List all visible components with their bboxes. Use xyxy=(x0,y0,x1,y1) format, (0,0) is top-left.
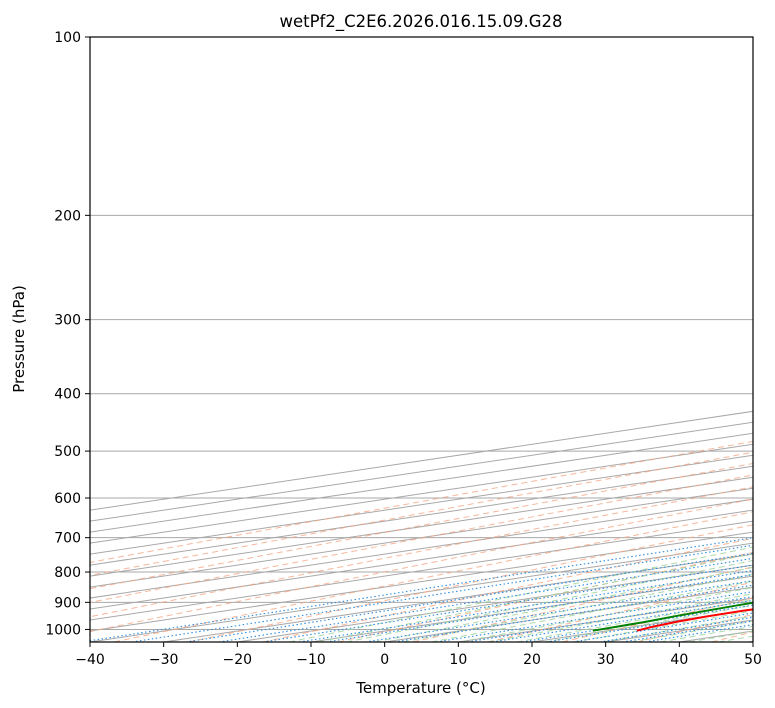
dry-adiabat--100 xyxy=(90,440,753,563)
x-tick-label: −10 xyxy=(296,652,326,668)
mixing-ratio-line-2 xyxy=(185,552,753,642)
moist-adiabat-15 xyxy=(718,635,753,642)
temperature-profile xyxy=(636,608,753,632)
dry-adiabat--60 xyxy=(90,486,753,618)
y-tick-label: 900 xyxy=(54,595,81,611)
x-tick-label: 10 xyxy=(449,652,467,668)
y-axis: 100 200 300 400 500 600 700 800 900 1000 xyxy=(45,30,90,638)
y-tick-label: 400 xyxy=(54,387,81,403)
isotherm--140 xyxy=(90,432,753,533)
moist-adiabat-6 xyxy=(459,586,753,642)
isotherm--130 xyxy=(90,443,753,544)
mixing-ratio-line-11 xyxy=(492,599,753,642)
moist-adiabat-11 xyxy=(602,615,753,642)
y-tick-label: 600 xyxy=(54,491,81,507)
isotherm--60 xyxy=(90,520,753,621)
dry-adiabat--30 xyxy=(188,524,753,642)
dry-adiabat--40 xyxy=(113,511,753,642)
sounding-profiles xyxy=(592,601,753,632)
dry-adiabat--90 xyxy=(90,451,753,576)
isotherm--80 xyxy=(90,498,753,599)
x-tick-label: 30 xyxy=(597,652,615,668)
isotherm--110 xyxy=(90,465,753,566)
dry-adiabat--70 xyxy=(90,474,753,603)
isotherm-30 xyxy=(605,619,753,642)
moist-adiabat-3 xyxy=(374,566,753,642)
mixing-ratio-line-0 xyxy=(90,537,753,642)
mixing-ratio-line-3 xyxy=(218,557,753,642)
dry-adiabat--80 xyxy=(90,462,753,590)
x-tick-label: 0 xyxy=(380,652,389,668)
dry-adiabat--20 xyxy=(263,537,753,642)
x-tick-label: 20 xyxy=(523,652,541,668)
dry-adiabat-10 xyxy=(487,581,753,642)
y-tick-label: 200 xyxy=(54,208,81,224)
x-tick-label: −40 xyxy=(75,652,105,668)
x-tick-label: 40 xyxy=(670,652,688,668)
plot-frame xyxy=(89,36,754,643)
y-tick-label: 300 xyxy=(54,313,81,329)
moist-adiabat-16 xyxy=(747,640,753,642)
moist-adiabat-4 xyxy=(403,573,753,642)
y-tick-label: 1000 xyxy=(45,622,81,638)
x-tick-label: −30 xyxy=(149,652,179,668)
moist-adiabats xyxy=(289,546,753,642)
dry-adiabat-0 xyxy=(412,566,753,642)
isotherm--70 xyxy=(90,509,753,610)
chart-title: wetPf2_C2E6.2026.016.15.09.G28 xyxy=(279,12,562,32)
isotherm-40 xyxy=(679,630,753,642)
isotherm-50 xyxy=(752,641,753,642)
isotherm-10 xyxy=(458,597,753,642)
isotherm--150 xyxy=(90,421,753,522)
dry-adiabats xyxy=(90,440,753,642)
moist-adiabat-8 xyxy=(516,599,753,642)
mixing-ratio-line-4 xyxy=(262,564,753,642)
dewpoint-profile xyxy=(592,601,753,632)
isotherm--120 xyxy=(90,454,753,555)
y-tick-label: 800 xyxy=(54,565,81,581)
dry-adiabat-40 xyxy=(711,631,753,642)
x-axis-label: Temperature (°C) xyxy=(355,679,485,697)
isotherm-0 xyxy=(384,586,753,642)
isotherm-gridlines xyxy=(90,410,753,642)
dry-adiabat-20 xyxy=(562,597,753,642)
isotherm--50 xyxy=(90,531,753,632)
isotherm--100 xyxy=(90,476,753,577)
moist-adiabat-2 xyxy=(346,559,753,642)
y-tick-label: 100 xyxy=(54,30,81,46)
dry-adiabat-30 xyxy=(636,614,753,642)
moist-adiabat-5 xyxy=(431,580,753,642)
x-axis: −40 −30 −20 −10 0 10 20 30 40 50 xyxy=(75,642,762,668)
mixing-ratio-line-1 xyxy=(131,544,753,642)
mixing-ratio-line-12 xyxy=(522,604,753,642)
y-axis-label: Pressure (hPa) xyxy=(10,285,28,393)
mixing-ratio-line-14 xyxy=(572,612,753,642)
isotherm--40 xyxy=(90,542,753,642)
isotherm-20 xyxy=(531,608,753,642)
plot-area: 0.10.20.40.611.52346810131620253036-100-… xyxy=(90,37,753,642)
y-tick-label: 700 xyxy=(54,531,81,547)
y-tick-label: 500 xyxy=(54,444,81,460)
dry-adiabat--50 xyxy=(90,498,753,633)
x-tick-label: −20 xyxy=(223,652,253,668)
moist-adiabat-13 xyxy=(660,625,753,642)
isotherm--90 xyxy=(90,487,753,588)
isotherm--10 xyxy=(310,575,753,642)
x-tick-label: 50 xyxy=(744,652,762,668)
isotherm--160 xyxy=(90,410,753,511)
isotherm--20 xyxy=(237,564,753,642)
mixing-ratio-line-10 xyxy=(467,596,753,642)
isobar-gridlines xyxy=(90,37,753,630)
